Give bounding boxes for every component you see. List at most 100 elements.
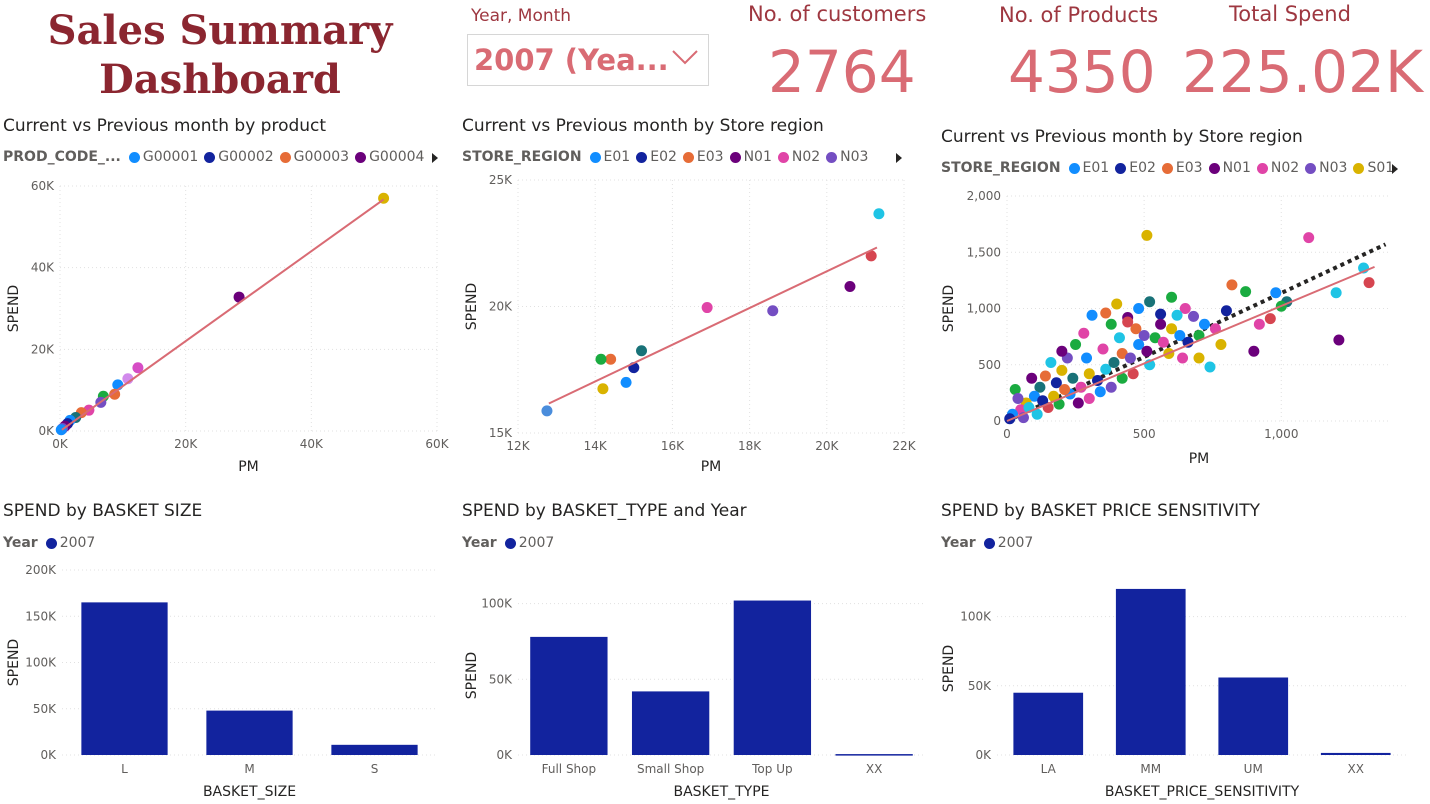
scatter3-data-point bbox=[1045, 357, 1057, 368]
scatter3-data-point bbox=[1050, 377, 1062, 389]
scatter3-legend: STORE_REGION E01 E02 E03 N01 N02 N03 S01 bbox=[941, 160, 1400, 176]
scatter2-y-axis-title: SPEND bbox=[464, 283, 480, 330]
bar1-y-axis-title: SPEND bbox=[6, 639, 22, 686]
legend-next-arrow-icon[interactable] bbox=[1392, 164, 1398, 174]
legend-dot-icon bbox=[1068, 162, 1080, 174]
bar2-y-tick-label: 0K bbox=[496, 748, 513, 762]
bar3-x-tick-label: MM bbox=[1140, 762, 1161, 776]
scatter3-data-point bbox=[1083, 393, 1095, 404]
legend-dot-icon bbox=[1353, 162, 1365, 174]
scatter2-title: Current vs Previous month by Store regio… bbox=[462, 116, 824, 136]
legend-item-label: 2007 bbox=[59, 535, 96, 551]
legend-next-arrow-icon[interactable] bbox=[432, 153, 438, 163]
scatter2-legend-item[interactable]: E01 bbox=[589, 149, 630, 165]
legend-dot-icon bbox=[983, 537, 995, 549]
scatter3-data-point bbox=[1056, 345, 1068, 357]
scatter1-legend-item[interactable]: G00003 bbox=[279, 149, 350, 165]
scatter3-legend-item[interactable]: N02 bbox=[1256, 160, 1299, 176]
bar1-y-tick-label: 50K bbox=[33, 702, 57, 716]
legend-dot-icon bbox=[204, 151, 216, 163]
scatter2-data-point bbox=[844, 280, 856, 292]
scatter3-legend-item[interactable]: N03 bbox=[1305, 160, 1347, 176]
bar1-legend-item[interactable]: 2007 bbox=[45, 535, 96, 551]
kpi-products-label: No. of Products bbox=[999, 3, 1159, 27]
scatter1-title: Current vs Previous month by product bbox=[3, 116, 327, 136]
scatter1-data-point bbox=[109, 388, 121, 400]
bar2-legend-title: Year bbox=[462, 535, 497, 551]
scatter1-legend: PROD_CODE_... G00001 G00002 G00003 G0000… bbox=[3, 149, 430, 165]
dashboard-title-line-2: Dashboard bbox=[99, 56, 341, 103]
scatter3-data-point bbox=[1264, 313, 1276, 325]
scatter2-data-point bbox=[865, 250, 877, 262]
scatter1-legend-item[interactable]: G00004 bbox=[355, 149, 424, 165]
scatter2-data-point bbox=[620, 376, 632, 388]
scatter1-legend-item[interactable]: G00002 bbox=[204, 149, 274, 165]
scatter3-data-point bbox=[1220, 305, 1232, 317]
legend-item-label: 2007 bbox=[518, 535, 555, 551]
scatter3-y-tick-label: 1,500 bbox=[967, 245, 1001, 259]
scatter1-y-tick-label: 20K bbox=[31, 342, 55, 356]
scatter3-data-point bbox=[1075, 381, 1087, 393]
year-month-slicer[interactable]: 2007 (Yea... bbox=[467, 34, 709, 86]
bar2-y-tick-label: 50K bbox=[489, 672, 513, 686]
legend-item-label: 2007 bbox=[997, 535, 1034, 551]
scatter3-data-point bbox=[1330, 287, 1342, 299]
scatter3-data-point bbox=[1141, 345, 1153, 357]
scatter3-data-point bbox=[1113, 332, 1125, 344]
bar3-y-tick-label: 100K bbox=[960, 610, 992, 624]
scatter3-data-point bbox=[1009, 384, 1021, 395]
scatter2-legend-item[interactable]: N01 bbox=[729, 149, 772, 165]
scatter3-data-point bbox=[1177, 352, 1189, 364]
scatter3-legend-item[interactable]: S01 bbox=[1353, 160, 1394, 176]
scatter1-y-tick-label: 60K bbox=[31, 179, 55, 193]
legend-item-label: G00003 bbox=[293, 149, 350, 165]
scatter3-legend-item[interactable]: E03 bbox=[1161, 160, 1203, 176]
scatter2-x-tick-label: 16K bbox=[661, 439, 685, 453]
scatter3-data-point bbox=[1031, 408, 1043, 420]
scatter2-trend-line bbox=[548, 246, 878, 405]
scatter3-y-tick-label: 2,000 bbox=[967, 189, 1001, 203]
scatter3-data-point bbox=[1086, 309, 1098, 321]
scatter2-legend-item[interactable]: N03 bbox=[826, 149, 868, 165]
scatter2-legend-item[interactable]: E02 bbox=[636, 149, 677, 165]
scatter2-x-tick-label: 22K bbox=[892, 439, 916, 453]
legend-item-label: N01 bbox=[1222, 160, 1251, 176]
bar3-legend-item[interactable]: 2007 bbox=[983, 535, 1034, 551]
scatter1-x-tick-label: 40K bbox=[300, 437, 324, 451]
scatter3-data-point bbox=[1124, 352, 1136, 364]
scatter3-data-point bbox=[1048, 390, 1060, 402]
scatter2-legend-item[interactable]: E03 bbox=[682, 149, 724, 165]
bar2-x-tick-label: Small Shop bbox=[637, 762, 704, 776]
scatter3-legend-item[interactable]: E01 bbox=[1068, 160, 1109, 176]
scatter3-data-point bbox=[1100, 363, 1112, 375]
chevron-down-icon[interactable] bbox=[670, 47, 700, 67]
scatter2-x-axis-title: PM bbox=[701, 459, 722, 475]
scatter2-y-tick-label: 15K bbox=[489, 426, 513, 440]
scatter3-data-point bbox=[1133, 339, 1145, 350]
scatter3-data-point bbox=[1097, 343, 1109, 355]
legend-dot-icon bbox=[589, 151, 601, 163]
slicer-selected-value: 2007 (Yea... bbox=[474, 43, 669, 77]
bar2-x-tick-label: Full Shop bbox=[542, 762, 597, 776]
scatter1-y-tick-label: 40K bbox=[31, 261, 55, 275]
bar3-x-tick-label: LA bbox=[1041, 762, 1057, 776]
bar2-x-axis-title: BASKET_TYPE bbox=[673, 784, 769, 800]
scatter1-legend-item[interactable]: G00001 bbox=[128, 149, 198, 165]
scatter3-legend-item[interactable]: N01 bbox=[1208, 160, 1251, 176]
legend-next-arrow-icon[interactable] bbox=[896, 153, 902, 163]
scatter3-data-point bbox=[1012, 393, 1024, 404]
scatter2-legend: STORE_REGION E01 E02 E03 N01 N02 N03 bbox=[462, 149, 874, 165]
bar2-legend-item[interactable]: 2007 bbox=[504, 535, 555, 551]
scatter2-legend-item[interactable]: N02 bbox=[777, 149, 821, 165]
bar3-bar bbox=[1218, 677, 1289, 755]
scatter2-data-point bbox=[595, 353, 607, 365]
scatter3-legend-item[interactable]: E02 bbox=[1115, 160, 1156, 176]
bar1-x-tick-label: L bbox=[121, 762, 128, 776]
scatter2-chart: 15K 20K 25K 12K 14K 16K 18K 20K 22K SPEND PM bbox=[464, 173, 917, 475]
scatter3-data-point bbox=[1215, 339, 1227, 350]
scatter2-data-point bbox=[636, 345, 648, 357]
scatter3-data-point bbox=[1122, 316, 1134, 328]
scatter3-data-point bbox=[1067, 372, 1079, 384]
legend-item-label: E03 bbox=[1175, 160, 1203, 176]
legend-item-label: N02 bbox=[791, 149, 821, 165]
